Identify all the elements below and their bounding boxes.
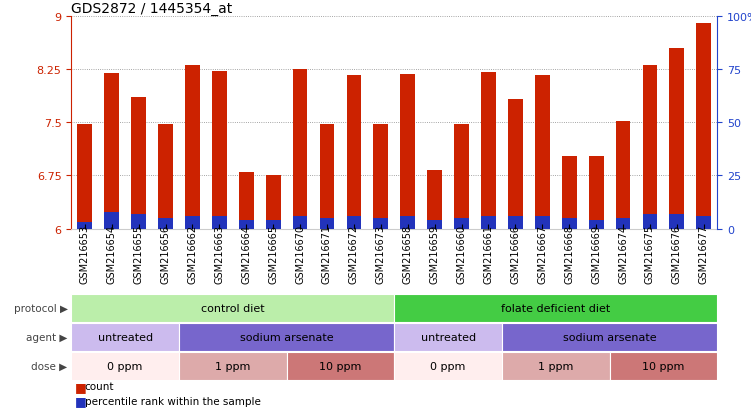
Bar	[373, 218, 388, 229]
Bar	[502, 352, 610, 380]
Text: 10 ppm: 10 ppm	[319, 361, 362, 371]
Bar	[535, 216, 550, 229]
Bar	[481, 216, 496, 229]
Bar	[427, 221, 442, 229]
Bar	[502, 323, 717, 351]
Bar	[71, 352, 179, 380]
Bar	[610, 352, 717, 380]
Text: untreated: untreated	[98, 332, 152, 342]
Text: ■: ■	[75, 394, 87, 407]
Bar	[77, 223, 92, 229]
Text: agent ▶: agent ▶	[26, 332, 68, 342]
Bar	[696, 24, 711, 229]
Bar	[589, 156, 604, 229]
Text: protocol ▶: protocol ▶	[14, 303, 68, 313]
Bar	[346, 216, 361, 229]
Text: GDS2872 / 1445354_at: GDS2872 / 1445354_at	[71, 2, 233, 16]
Bar	[131, 214, 146, 229]
Bar	[508, 216, 523, 229]
Bar	[239, 173, 254, 229]
Bar	[481, 73, 496, 229]
Bar	[158, 125, 173, 229]
Bar	[669, 214, 684, 229]
Bar	[179, 323, 394, 351]
Bar	[669, 48, 684, 229]
Bar	[71, 323, 179, 351]
Bar	[643, 214, 657, 229]
Text: sodium arsenate: sodium arsenate	[562, 332, 656, 342]
Bar	[212, 72, 227, 229]
Bar	[589, 221, 604, 229]
Bar	[616, 218, 630, 229]
Text: folate deficient diet: folate deficient diet	[501, 303, 611, 313]
Text: 1 ppm: 1 ppm	[215, 361, 251, 371]
Text: count: count	[85, 381, 114, 391]
Bar	[394, 323, 502, 351]
Bar	[562, 156, 577, 229]
Bar	[346, 75, 361, 229]
Bar	[158, 218, 173, 229]
Text: 0 ppm: 0 ppm	[107, 361, 143, 371]
Bar	[131, 98, 146, 229]
Text: ■: ■	[75, 380, 87, 393]
Bar	[394, 294, 717, 322]
Bar	[320, 218, 334, 229]
Bar	[287, 352, 394, 380]
Bar	[266, 221, 281, 229]
Bar	[643, 66, 657, 229]
Text: dose ▶: dose ▶	[32, 361, 68, 371]
Bar	[454, 125, 469, 229]
Text: percentile rank within the sample: percentile rank within the sample	[85, 396, 261, 406]
Bar	[266, 176, 281, 229]
Text: 0 ppm: 0 ppm	[430, 361, 466, 371]
Text: 1 ppm: 1 ppm	[538, 361, 574, 371]
Bar	[373, 125, 388, 229]
Text: control diet: control diet	[201, 303, 264, 313]
Bar	[212, 216, 227, 229]
Bar	[562, 218, 577, 229]
Bar	[454, 218, 469, 229]
Bar	[71, 294, 394, 322]
Bar	[400, 75, 415, 229]
Bar	[400, 216, 415, 229]
Bar	[185, 66, 200, 229]
Bar	[293, 70, 307, 229]
Bar	[239, 221, 254, 229]
Bar	[293, 216, 307, 229]
Bar	[508, 100, 523, 229]
Bar	[77, 125, 92, 229]
Bar	[320, 125, 334, 229]
Bar	[104, 212, 119, 229]
Bar	[616, 121, 630, 229]
Text: 10 ppm: 10 ppm	[642, 361, 685, 371]
Bar	[394, 352, 502, 380]
Bar	[185, 216, 200, 229]
Bar	[427, 171, 442, 229]
Text: sodium arsenate: sodium arsenate	[240, 332, 333, 342]
Text: untreated: untreated	[421, 332, 475, 342]
Bar	[104, 74, 119, 229]
Bar	[696, 216, 711, 229]
Bar	[179, 352, 287, 380]
Bar	[535, 75, 550, 229]
